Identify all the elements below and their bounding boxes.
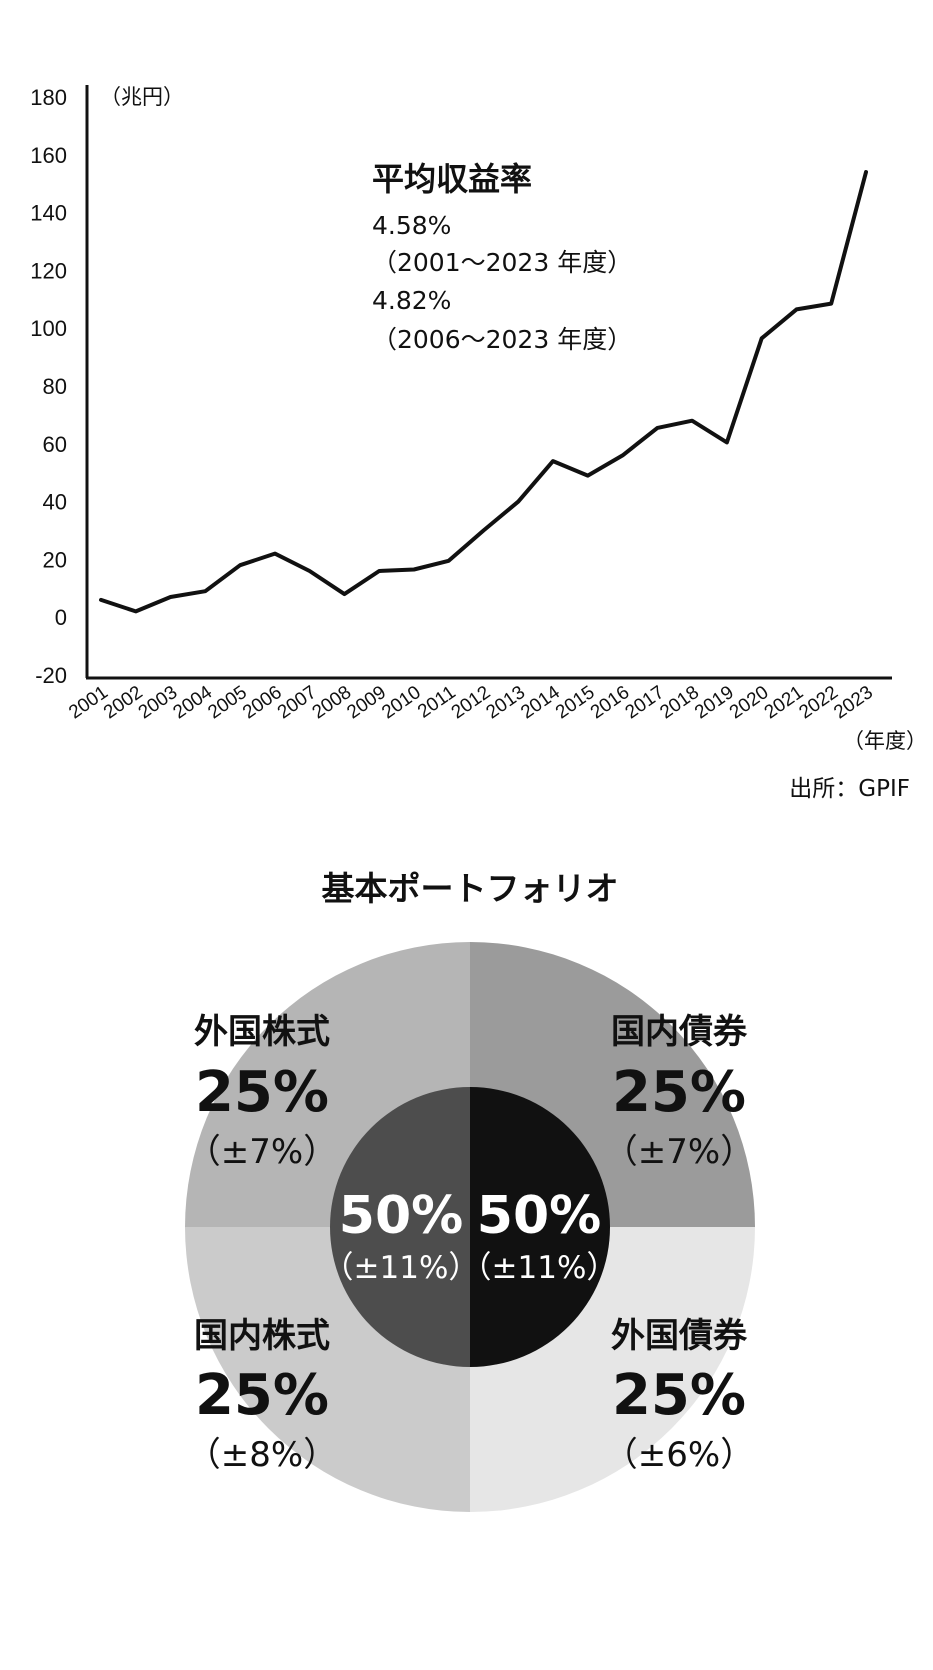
y-tick-label: 120: [30, 258, 67, 283]
pie-title: 基本ポートフォリオ: [322, 869, 619, 908]
y-tick-label: -20: [35, 663, 67, 688]
inner-range-left: （±11%）: [323, 1250, 480, 1286]
y-tick-label: 40: [43, 490, 67, 515]
label-foreign-bonds: 外国債券: [611, 1316, 748, 1356]
x-axis-unit: （年度）: [843, 729, 927, 753]
label-domestic-stocks: 国内株式: [194, 1316, 330, 1356]
range-domestic-bonds: （±7%）: [604, 1132, 754, 1172]
inner-pct-left: 50%: [339, 1186, 463, 1246]
y-tick-label: 160: [30, 143, 67, 168]
label-foreign-stocks: 外国株式: [194, 1012, 330, 1052]
range-foreign-stocks: （±7%）: [187, 1132, 337, 1172]
y-tick-label: 180: [30, 85, 67, 110]
range-domestic-stocks: （±8%）: [187, 1435, 337, 1475]
pct-domestic-stocks: 25%: [195, 1363, 329, 1428]
inner-slice-right: [470, 1087, 610, 1367]
annotation-line-1: 4.58%: [372, 211, 451, 240]
line-chart: -20 0 20 40 60 80 100 120 140 160 180 （兆円） 2001200…: [30, 85, 927, 802]
x-tick-label: 2023: [830, 682, 877, 723]
pct-domestic-bonds: 25%: [612, 1060, 746, 1125]
inner-slice-left: [330, 1087, 470, 1367]
label-domestic-bonds: 国内債券: [611, 1012, 748, 1052]
range-foreign-bonds: （±6%）: [604, 1435, 754, 1475]
series-line: [99, 170, 868, 614]
y-tick-label: 100: [30, 316, 67, 341]
x-axis-ticks: 2001200220032004200520062007200820092010…: [65, 682, 877, 724]
inner-range-right: （±11%）: [461, 1250, 618, 1286]
portfolio-pie-chart: 基本ポートフォリオ 国内債券 25% （±7%） 外国債券 25% （±6%） …: [185, 869, 755, 1512]
source-note: 出所：GPIF: [789, 776, 910, 802]
pct-foreign-stocks: 25%: [195, 1060, 329, 1125]
annotation-title: 平均収益率: [372, 160, 532, 198]
y-tick-label: 140: [30, 201, 67, 226]
y-tick-label: 80: [43, 374, 67, 399]
y-tick-label: 0: [55, 605, 67, 630]
y-tick-label: 20: [43, 547, 67, 572]
inner-pct-right: 50%: [477, 1186, 601, 1246]
annotation-line-3: 4.82%: [372, 286, 451, 315]
annotation-line-2: （2001～2023 年度）: [372, 248, 632, 277]
y-axis-unit: （兆円）: [100, 85, 184, 109]
pct-foreign-bonds: 25%: [612, 1363, 746, 1428]
annotation-line-4: （2006～2023 年度）: [372, 325, 632, 354]
y-tick-label: 60: [43, 432, 67, 457]
y-axis-ticks: -20 0 20 40 60 80 100 120 140 160 180: [30, 85, 67, 688]
